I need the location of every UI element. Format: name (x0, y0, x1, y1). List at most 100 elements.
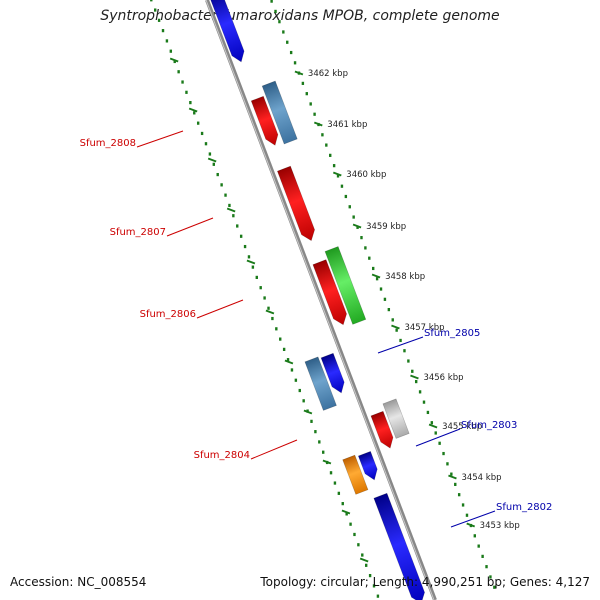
tick-mark (410, 374, 419, 380)
ring-dot (267, 306, 270, 310)
ring-dot (372, 584, 376, 588)
ring-dot (430, 421, 434, 425)
ring-dot (236, 224, 239, 228)
ring-dot (310, 419, 313, 423)
ring-dot (263, 296, 266, 300)
tick-label: 3454 kbp (461, 473, 501, 483)
accession-text: Accession: NC_008554 (10, 575, 147, 589)
ring-dot (383, 297, 387, 301)
gene-label[interactable]: Sfum_2805 (424, 328, 480, 339)
ring-dot (247, 255, 251, 259)
tick-label: 3455 kbp (442, 422, 482, 432)
ring-dot (395, 328, 398, 332)
ring-dot (189, 101, 192, 105)
tick-mark (466, 522, 476, 528)
ring-dot (368, 574, 372, 578)
ring-dot (173, 59, 176, 64)
ring-dot (220, 183, 223, 187)
minor-tick-mark (303, 409, 313, 415)
ring-dot (196, 121, 200, 125)
ring-dot (298, 388, 301, 393)
cds-sfum-2807 (277, 165, 315, 242)
ring-dot (344, 194, 348, 199)
ring-dot (364, 563, 368, 567)
minor-tick-mark (207, 157, 217, 163)
minor-tick-mark (284, 359, 294, 365)
ring-dot (286, 40, 289, 44)
ring-dot (352, 215, 355, 219)
ring-dot (418, 390, 422, 394)
ring-dot (341, 502, 344, 506)
ring-dot (473, 534, 476, 538)
ring-dot (270, 0, 273, 3)
minor-tick-mark (322, 459, 332, 465)
minor-tick-mark (246, 259, 256, 265)
feature-sfum-2803-orange (342, 454, 369, 495)
ring-dot (282, 347, 286, 351)
ring-dot (181, 80, 184, 84)
ring-dot (169, 49, 173, 53)
genome-backbone-highlight (205, 0, 435, 600)
ring-dot (422, 400, 426, 404)
tick-mark (448, 474, 457, 480)
ring-dot (387, 308, 391, 312)
ring-dot (243, 244, 247, 249)
ring-dot (318, 440, 321, 444)
gene-label[interactable]: Sfum_2803 (461, 420, 517, 431)
tick-label: 3457 kbp (404, 323, 444, 333)
ring-dot (434, 431, 437, 435)
ring-dot (477, 544, 480, 548)
ring-dot (353, 532, 356, 537)
ring-dot (391, 318, 394, 322)
gene-label[interactable]: Sfum_2806 (140, 309, 196, 320)
ring-dot (481, 554, 484, 558)
ring-dot (493, 585, 496, 589)
minor-tick-mark (341, 509, 351, 515)
ring-dot (165, 39, 169, 43)
ring-dot (336, 174, 340, 178)
ring-dot (489, 575, 492, 579)
gene-label[interactable]: Sfum_2808 (80, 138, 136, 149)
cds-forward (208, 0, 245, 63)
ring-dot (348, 205, 351, 209)
ring-dot (278, 20, 281, 24)
ring-dot (232, 214, 235, 218)
label-leader-line (450, 510, 496, 528)
ring-dot (329, 153, 332, 157)
ring-dot (208, 152, 212, 156)
ring-dot (461, 503, 465, 507)
gene-label[interactable]: Sfum_2802 (496, 502, 552, 513)
ring-dot (282, 30, 285, 34)
ring-dot (305, 92, 308, 96)
ring-dot (271, 316, 274, 321)
ring-dot (438, 441, 441, 445)
tick-label: 3462 kbp (308, 69, 348, 79)
ring-dot (442, 451, 445, 456)
gene-label[interactable]: Sfum_2807 (110, 227, 166, 238)
ring-dot (399, 338, 402, 343)
minor-tick-mark (359, 557, 369, 563)
ring-dot (275, 327, 278, 331)
tick-mark (391, 324, 400, 330)
ring-dot (360, 236, 363, 240)
ring-dot (345, 512, 348, 516)
ring-dot (465, 513, 469, 517)
ring-dot (255, 275, 258, 280)
ring-dot (294, 378, 298, 382)
minor-tick-mark (169, 57, 179, 63)
ring-dot (368, 256, 371, 260)
ring-dot (302, 399, 305, 403)
label-leader-line (166, 217, 214, 237)
ring-dot (274, 9, 277, 14)
ring-dot (200, 131, 204, 136)
minor-tick-mark (188, 107, 198, 113)
cds-sfum-2808-red (250, 95, 279, 146)
ring-dot (379, 287, 383, 291)
tick-label: 3459 kbp (366, 222, 406, 232)
ring-dot (361, 553, 364, 557)
ring-dot (349, 522, 352, 526)
ring-dot (293, 61, 297, 65)
gene-label[interactable]: Sfum_2804 (194, 450, 250, 461)
cds-sfum-2803-blue (357, 450, 378, 481)
ring-dot (279, 337, 282, 341)
